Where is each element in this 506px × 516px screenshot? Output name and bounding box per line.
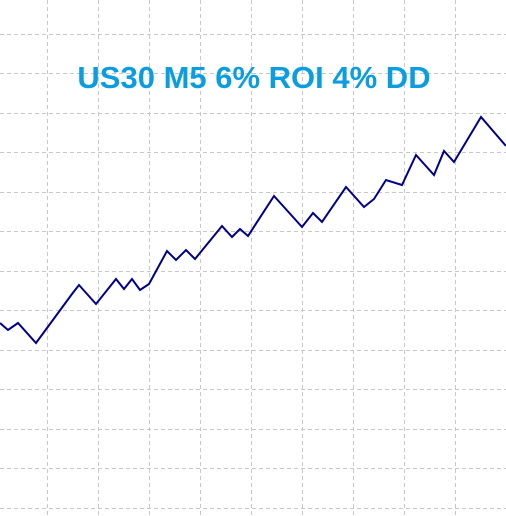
chart-title: US30 M5 6% ROI 4% DD [77, 60, 430, 95]
equity-curve-line [0, 115, 506, 345]
